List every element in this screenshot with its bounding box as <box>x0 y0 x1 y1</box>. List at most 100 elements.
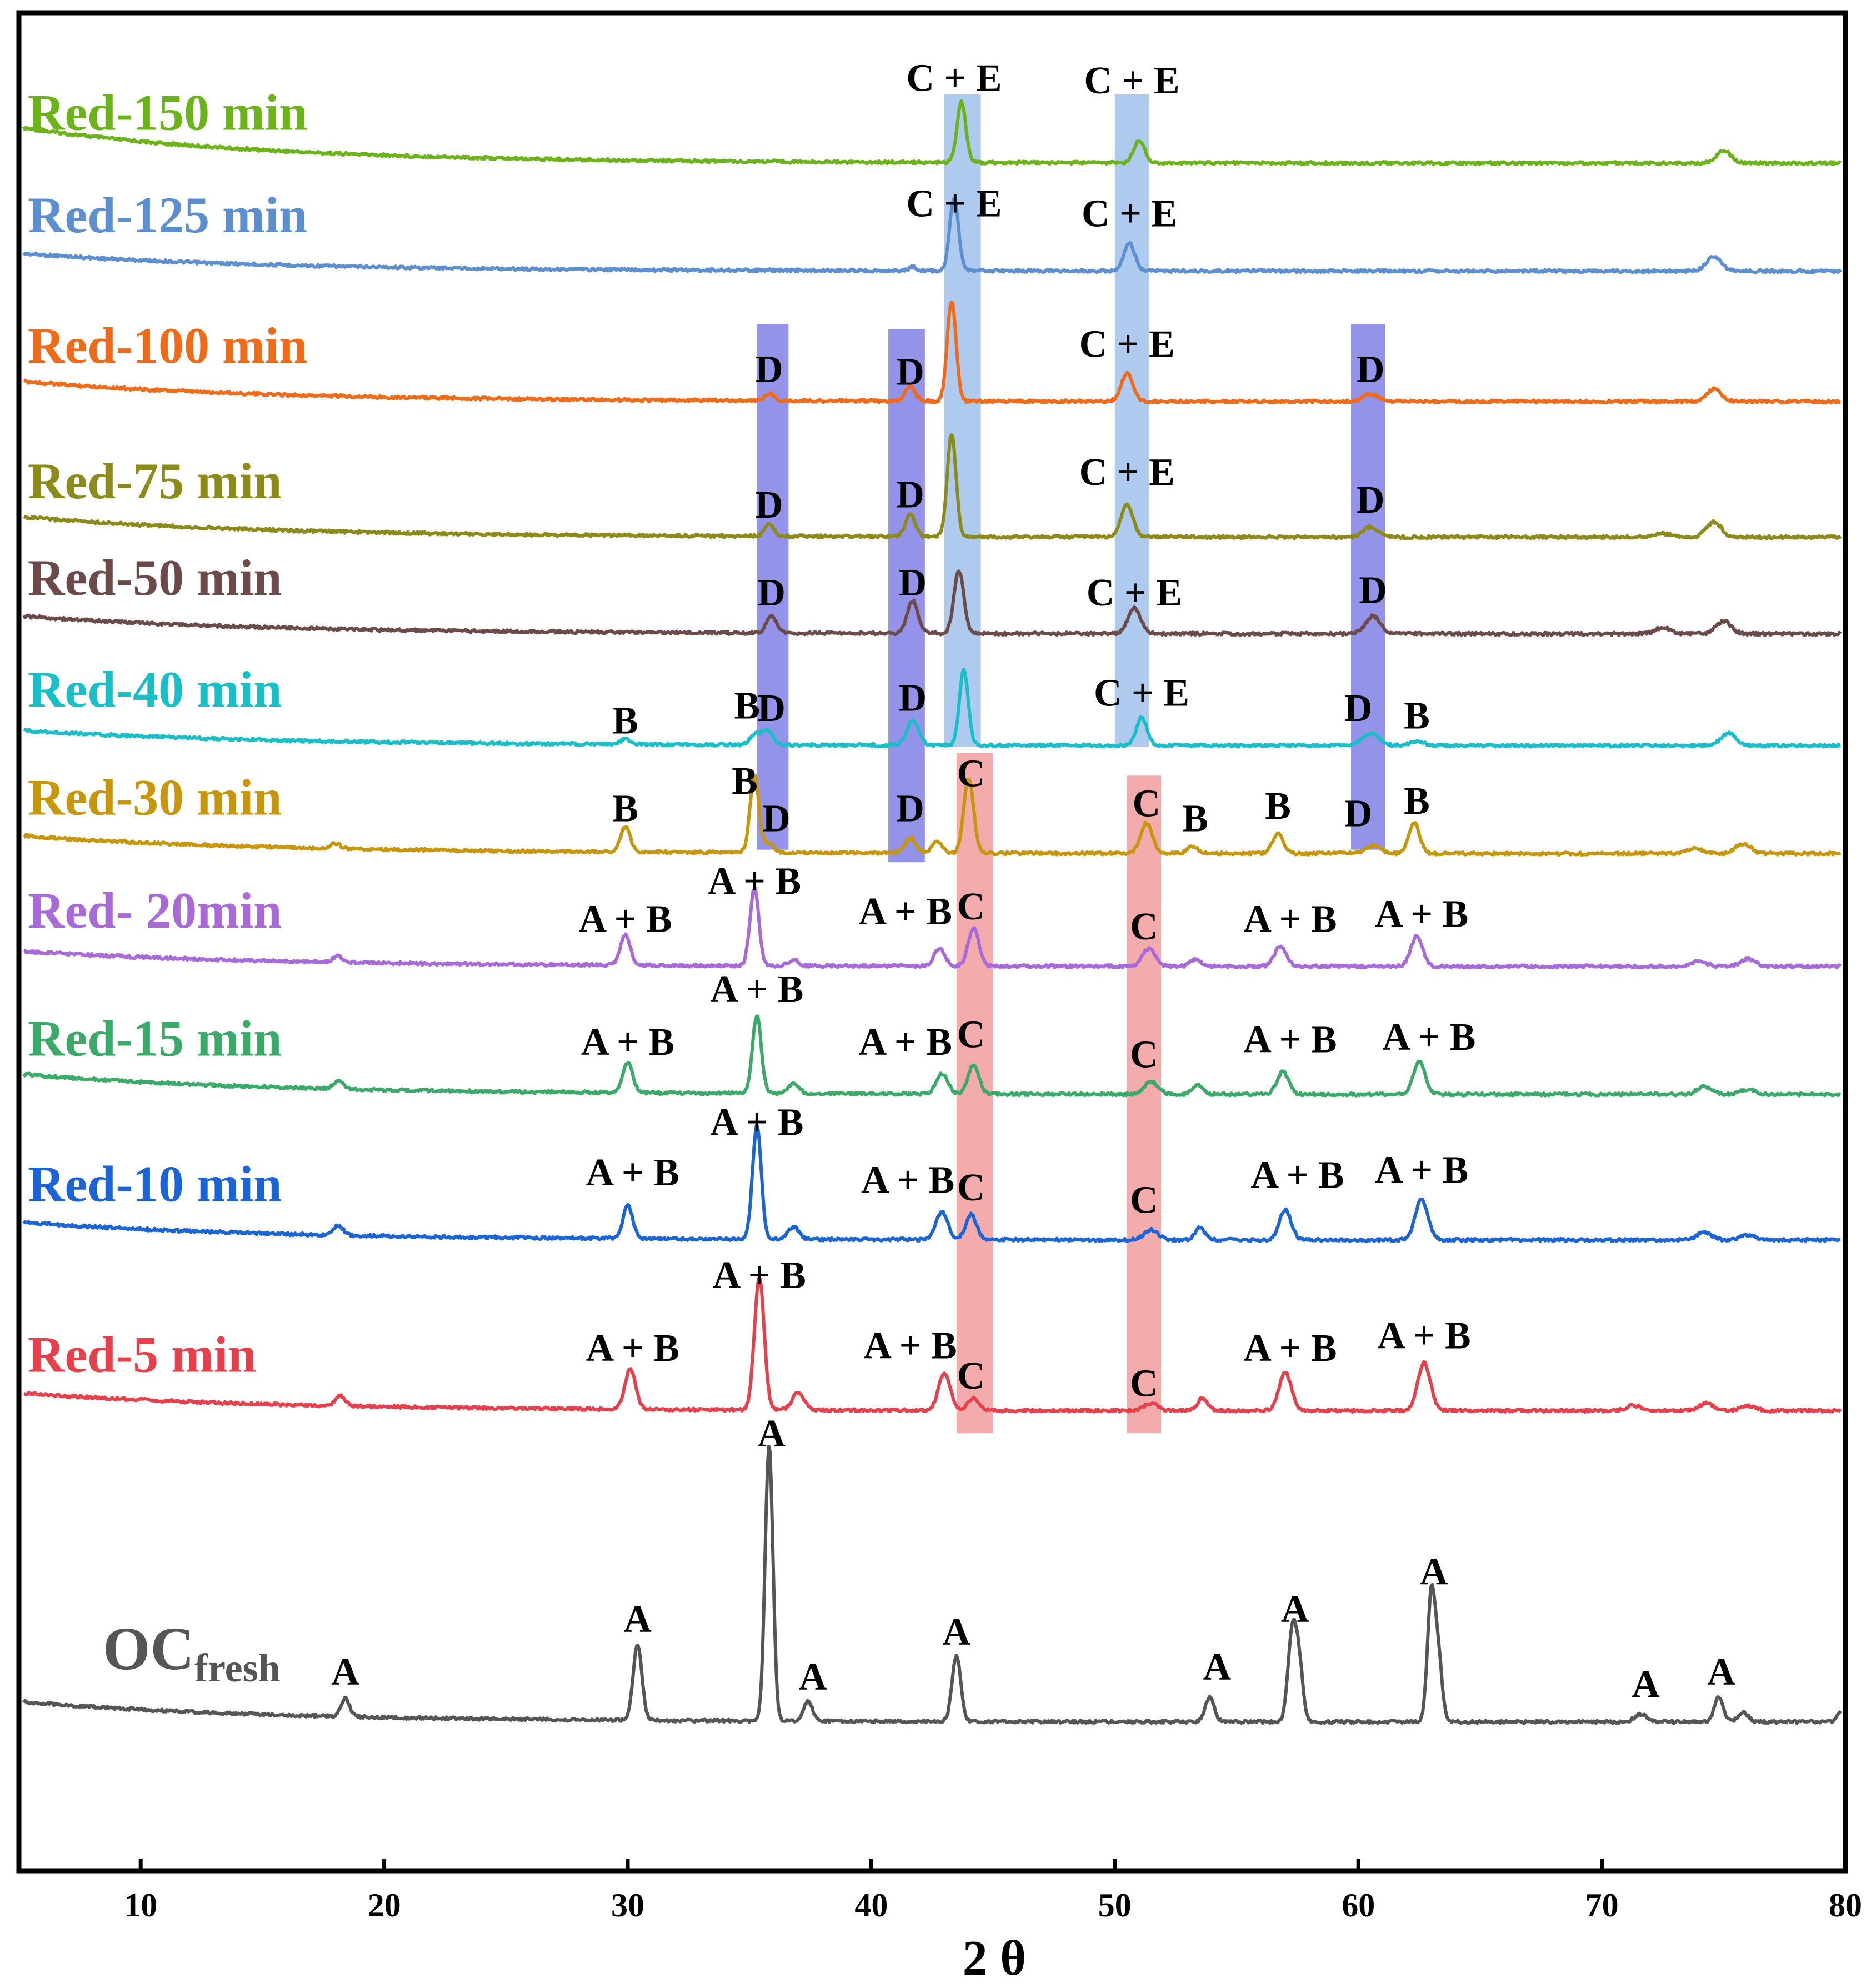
peak-label: B <box>734 684 760 727</box>
peak-label: C + E <box>1084 59 1179 102</box>
peak-label: B <box>1404 780 1430 823</box>
peak-label: A + B <box>1243 1327 1337 1370</box>
highlight-band-d-3 <box>888 328 925 863</box>
peak-label: D <box>1359 569 1387 612</box>
peak-label: A <box>623 1598 652 1641</box>
trace-red-5-min <box>23 1276 1842 1414</box>
peak-label: A + B <box>586 1327 679 1370</box>
peak-label: C <box>957 1013 985 1056</box>
peak-label: C <box>957 1166 985 1209</box>
peak-label: D <box>755 484 783 527</box>
peak-label: A <box>757 1413 786 1455</box>
highlight-band-ce-1 <box>1114 94 1149 747</box>
peak-label: A + B <box>710 1101 803 1144</box>
peak-label: B <box>732 760 758 803</box>
peak-label: A + B <box>1250 1154 1344 1196</box>
series-label: Red-15 min <box>28 1010 282 1066</box>
series-label: Red-30 min <box>28 769 282 825</box>
trace-red-20min <box>23 887 1842 970</box>
series-label: Red-150 min <box>28 84 307 141</box>
trace-red-50-min <box>22 569 1842 637</box>
x-tick-label: 80 <box>1829 1887 1862 1924</box>
peak-label: A + B <box>581 1021 674 1064</box>
series-label: Red-5 min <box>28 1326 256 1383</box>
peak-label: A + B <box>713 1254 806 1297</box>
peak-label: A + B <box>1375 893 1468 935</box>
peak-label: C + E <box>1087 572 1182 614</box>
peak-label: B <box>1265 785 1291 828</box>
peak-label: C + E <box>1079 451 1175 494</box>
peak-label: A + B <box>710 968 803 1011</box>
highlight-band-d-2 <box>757 323 789 850</box>
peak-label: A + B <box>586 1151 679 1194</box>
peak-label: D <box>757 687 786 730</box>
peak-label: D <box>899 677 927 720</box>
x-tick-label: 60 <box>1342 1887 1375 1924</box>
peak-label: C + E <box>1082 193 1177 236</box>
peak-label: C + E <box>1094 672 1189 715</box>
peak-label: A + B <box>859 1021 952 1064</box>
peak-label: B <box>612 788 638 830</box>
peak-label: C <box>1130 1033 1158 1076</box>
peak-label: A + B <box>708 860 801 903</box>
series-label: Red-125 min <box>28 187 307 243</box>
peak-label: D <box>896 788 924 830</box>
trace-red-125-min <box>22 197 1842 274</box>
peak-label: C <box>1130 905 1158 948</box>
peak-label: D <box>762 798 791 840</box>
peak-label: B <box>612 699 638 742</box>
peak-label: D <box>1344 687 1373 730</box>
trace-red-75-min <box>23 433 1842 540</box>
x-axis-ticks: 10 20 30 40 50 60 70 80 <box>124 1859 1862 1924</box>
peak-label: B <box>1404 694 1430 737</box>
peak-label: A <box>943 1611 971 1654</box>
peak-label: A <box>799 1656 827 1699</box>
peak-label: A + B <box>1243 898 1337 940</box>
peak-label: D <box>755 348 783 391</box>
peak-label: A <box>331 1651 359 1694</box>
peak-label: B <box>1182 798 1208 840</box>
trace-ocfresh <box>22 1444 1842 1725</box>
x-tick-label: 40 <box>854 1887 888 1924</box>
trace-red-10-min <box>22 1123 1842 1243</box>
peak-label: D <box>1357 479 1385 522</box>
series-label: Red- 20min <box>28 882 282 939</box>
series-label: Red-10 min <box>28 1155 282 1212</box>
peak-label: C + E <box>906 57 1002 100</box>
peak-label: A <box>1281 1588 1309 1631</box>
peak-label: D <box>1357 348 1385 391</box>
trace-red-150-min <box>22 99 1842 167</box>
peak-label: C <box>957 752 985 795</box>
series-traces <box>22 99 1842 1725</box>
series-label: Red-50 min <box>28 549 282 606</box>
peak-label: A + B <box>859 890 952 933</box>
peak-label: C <box>957 1355 985 1398</box>
x-tick-label: 70 <box>1585 1887 1619 1924</box>
peak-label: A + B <box>1243 1018 1337 1061</box>
x-tick-label: 50 <box>1098 1887 1132 1924</box>
series-label: OCfresh <box>103 1615 281 1690</box>
series-label: Red-75 min <box>28 453 282 509</box>
peak-label: A + B <box>863 1325 957 1368</box>
peak-label: C <box>1130 1179 1158 1222</box>
peak-label: C <box>1130 1362 1158 1405</box>
peak-label: A + B <box>861 1159 954 1201</box>
highlight-band-c-6 <box>1127 775 1162 1434</box>
peak-label: A <box>1420 1550 1448 1593</box>
peak-label: A + B <box>578 898 672 940</box>
highlight-band-d-4 <box>1351 323 1385 850</box>
peak-annotations: C + E C + E C + E C + E D D C + E D D D C + E D D D C … <box>331 57 1735 1706</box>
peak-label: C <box>1133 783 1161 825</box>
trace-red-15-min <box>22 1014 1842 1098</box>
peak-label: D <box>757 572 786 614</box>
x-tick-label: 10 <box>124 1887 157 1924</box>
peak-label: C + E <box>906 183 1002 226</box>
highlight-band-ce-0 <box>944 94 981 747</box>
peak-label: A <box>1707 1651 1735 1694</box>
plot-frame <box>16 10 1848 1874</box>
peak-label: D <box>896 350 924 393</box>
series-label: Red-100 min <box>28 317 307 374</box>
x-tick-label: 30 <box>611 1887 644 1924</box>
peak-label: A + B <box>1382 1016 1475 1059</box>
